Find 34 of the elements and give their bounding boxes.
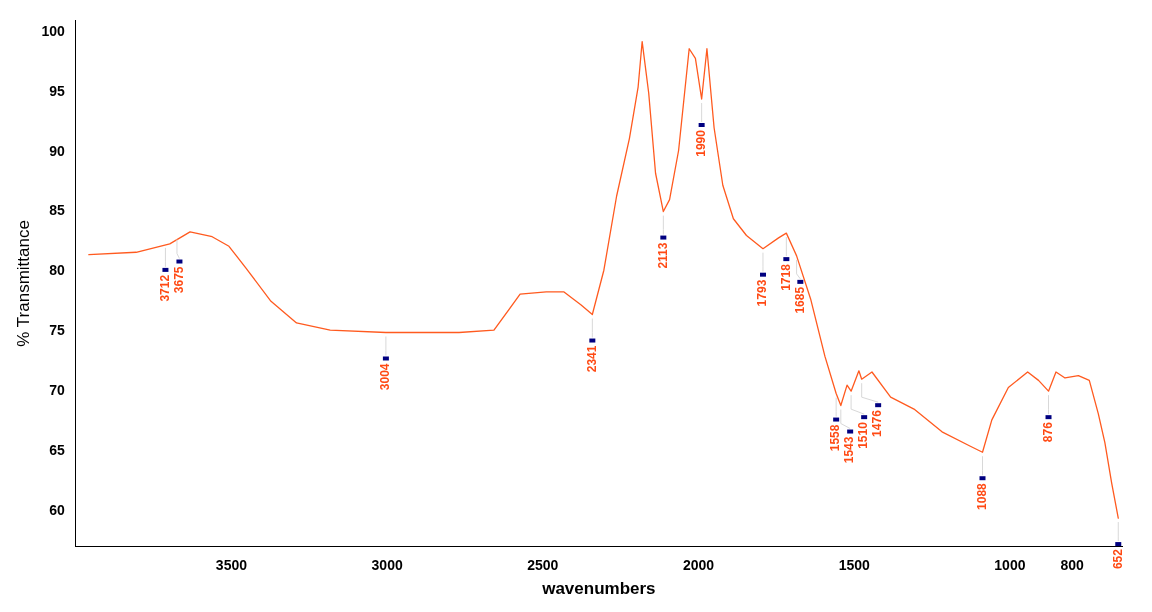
y-tick-label: 75 bbox=[49, 322, 65, 339]
annotation: 2113 bbox=[655, 242, 670, 269]
y-tick-label: 60 bbox=[49, 501, 65, 518]
y-tick-label: 85 bbox=[49, 202, 65, 219]
y-axis-title: % Transmittance bbox=[13, 220, 33, 347]
x-tick-label: 3000 bbox=[371, 557, 403, 574]
annotation: 1088 bbox=[974, 482, 989, 510]
annotation: 3004 bbox=[378, 363, 393, 391]
y-tick-label: 80 bbox=[49, 262, 65, 279]
annotation: 3712 bbox=[157, 274, 172, 302]
annotation: 1476 bbox=[870, 409, 885, 437]
annotation: 652 bbox=[1110, 548, 1125, 570]
annotation: 3675 bbox=[171, 266, 186, 294]
x-tick-label: 1500 bbox=[838, 557, 870, 574]
annotation: 1793 bbox=[755, 279, 770, 307]
y-tick-label: 70 bbox=[49, 382, 65, 399]
x-tick-label: 3500 bbox=[215, 557, 248, 574]
x-axis-title: wavenumbers bbox=[541, 579, 656, 599]
y-tick-label: 95 bbox=[49, 82, 65, 99]
annotation: 1990 bbox=[693, 129, 708, 157]
annotation: 1543 bbox=[842, 436, 857, 464]
y-tick-label: 90 bbox=[49, 142, 65, 159]
annotation: 1510 bbox=[856, 421, 871, 449]
annotation: 2341 bbox=[584, 345, 599, 373]
annotation: 1685 bbox=[792, 286, 807, 314]
x-tick-label: 1000 bbox=[994, 557, 1026, 574]
y-tick-label: 100 bbox=[41, 22, 65, 39]
x-tick-label: 2500 bbox=[527, 557, 559, 574]
x-tick-label: 800 bbox=[1060, 557, 1085, 574]
annotation: 1558 bbox=[828, 424, 843, 452]
y-tick-label: 65 bbox=[49, 441, 65, 458]
annotation: 1718 bbox=[778, 263, 793, 291]
annotation: 876 bbox=[1040, 421, 1055, 443]
x-tick-label: 2000 bbox=[682, 557, 715, 574]
